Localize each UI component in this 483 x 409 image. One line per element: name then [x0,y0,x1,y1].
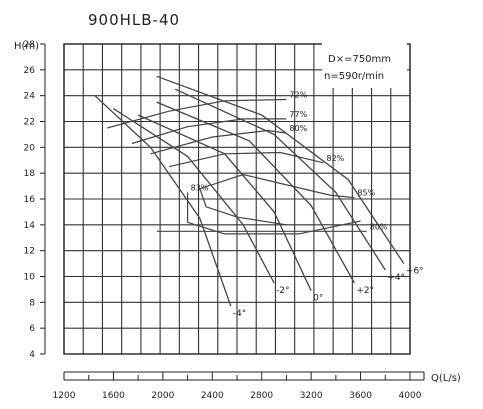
head-curve [156,101,355,284]
blade-angle-label: -4° [233,309,246,319]
y-tick-label: 24 [24,92,36,102]
head-curve [113,108,275,284]
blade-angle-label: +6° [406,267,424,277]
efficiency-label: 80% [370,222,388,231]
x-tick-label: 3200 [300,391,323,401]
efficiency-curves [107,98,367,235]
y-tick-label: 16 [24,195,36,205]
y-tick-label: 18 [24,169,36,179]
head-curve [174,88,386,271]
plot-frame [63,43,411,355]
x-tick-label: 2800 [250,391,273,401]
head-curves [94,75,405,307]
efficiency-curve [150,129,287,155]
blade-angle-label: -2° [276,286,289,296]
efficiency-label: 82% [327,154,345,163]
y-tick-label: 8 [29,298,35,308]
x-axis-ticks: 1200 1600 2000 2400 2800 3200 3600 4000 [53,391,422,401]
x-axis-ruler [63,371,425,381]
annotation-box [322,43,407,88]
y-tick-label: 26 [24,66,36,76]
efficiency-curve [187,192,361,235]
blade-angle-label: 0° [313,294,323,304]
x-tick-label: 4000 [399,391,422,401]
y-tick-label: 20 [24,143,36,153]
efficiency-curve [107,98,287,129]
y-axis-ticks: 4 6 8 10 12 14 16 18 20 22 24 26 28 [24,40,46,360]
head-curve [156,75,405,264]
y-tick-label: 12 [24,247,35,257]
efficiency-label: 83% [191,184,209,193]
efficiency-label: 77% [289,110,307,119]
efficiency-label: 85% [357,189,375,198]
grid [63,43,411,355]
y-tick-label: 22 [24,118,35,128]
curve-labels: 72% 77% 80% 82% 85% 83% 80% -4° -2° 0° +2° +4°+6° [191,91,424,320]
efficiency-label: 72% [289,91,307,100]
efficiency-curve [131,118,287,145]
y-tick-label: 6 [29,324,35,334]
y-tick-label: 14 [24,221,36,231]
x-tick-label: 3600 [349,391,372,401]
head-curve [94,95,232,307]
x-tick-label: 2000 [151,391,174,401]
y-tick-label: 10 [24,273,36,283]
y-tick-label: 28 [24,40,36,50]
blade-angle-label: +4° [387,273,405,283]
annotation-speed: n=590r/min [324,71,384,82]
head-curve [137,114,312,291]
x-tick-label: 1600 [102,391,125,401]
efficiency-label: 80% [289,124,307,133]
x-tick-label: 1200 [53,391,76,401]
y-tick-label: 4 [29,350,35,360]
efficiency-curve [168,151,324,168]
chart-title: 900HLB-40 [88,11,180,29]
blade-angle-label: +2° [356,286,374,296]
x-axis-label: Q(L/s) [431,373,461,384]
annotation-diameter: D×=750mm [328,54,391,65]
x-tick-label: 2400 [201,391,224,401]
y-axis-label: H(m) [14,41,39,52]
